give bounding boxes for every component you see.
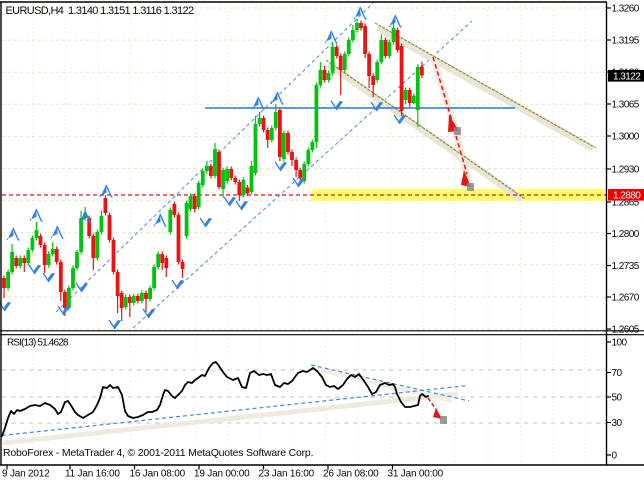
svg-text:31 Jan 00:00: 31 Jan 00:00 (388, 469, 444, 480)
svg-text:1.2865: 1.2865 (612, 198, 640, 209)
svg-text:1.2670: 1.2670 (612, 293, 640, 304)
svg-text:16 Jan 08:00: 16 Jan 08:00 (130, 469, 186, 480)
svg-text:1.2800: 1.2800 (612, 229, 640, 240)
svg-text:100: 100 (612, 338, 628, 349)
svg-text:0: 0 (612, 451, 618, 462)
svg-text:26 Jan 08:00: 26 Jan 08:00 (323, 469, 379, 480)
svg-text:9 Jan 2012: 9 Jan 2012 (2, 469, 50, 480)
svg-text:1.3260: 1.3260 (612, 4, 640, 15)
svg-text:1.3122: 1.3122 (613, 71, 641, 82)
svg-text:1.2735: 1.2735 (612, 261, 640, 272)
svg-text:30: 30 (612, 418, 623, 429)
svg-text:1.2930: 1.2930 (612, 165, 640, 176)
svg-text:RoboForex - MetaTrader 4, © 20: RoboForex - MetaTrader 4, © 2001-2011 Me… (3, 447, 313, 459)
svg-text:1.3195: 1.3195 (612, 36, 640, 47)
svg-text:11 Jan 16:00: 11 Jan 16:00 (65, 469, 120, 480)
svg-text:1.2880: 1.2880 (613, 190, 641, 201)
svg-text:1.3065: 1.3065 (612, 100, 640, 111)
svg-text:19 Jan 00:00: 19 Jan 00:00 (194, 469, 250, 480)
svg-text:RSI(13) 51.4628: RSI(13) 51.4628 (7, 338, 69, 349)
svg-text:50: 50 (612, 393, 623, 404)
svg-text:1.3000: 1.3000 (612, 132, 640, 143)
svg-text:23 Jan 16:00: 23 Jan 16:00 (259, 469, 315, 480)
svg-text:EURUSD,H4 1.3140 1.3151 1.311: EURUSD,H4 1.3140 1.3151 1.3116 1.3122 (6, 5, 194, 17)
svg-text:70: 70 (612, 368, 623, 379)
svg-text:1.2605: 1.2605 (612, 325, 640, 336)
